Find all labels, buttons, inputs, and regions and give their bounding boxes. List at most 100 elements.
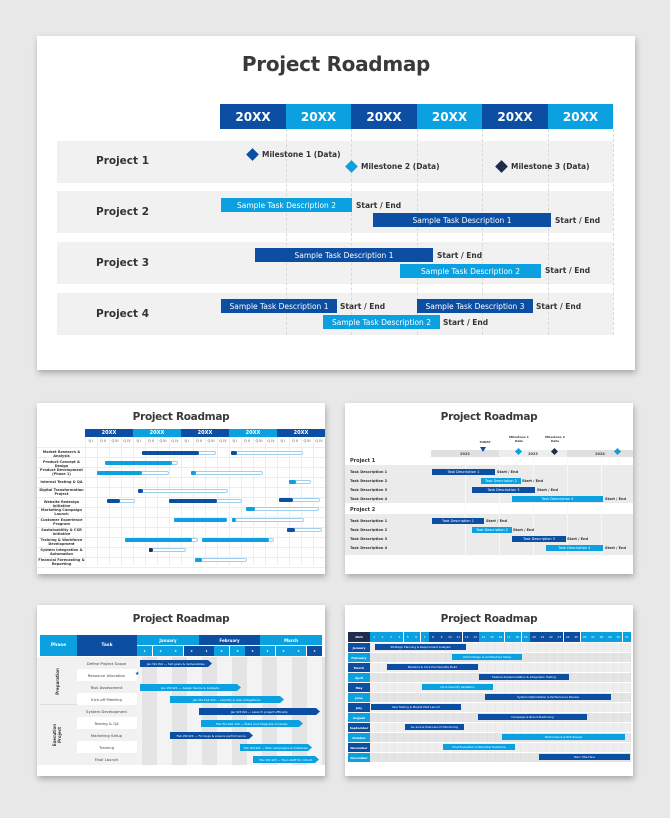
task-bar[interactable]: Task Description 3 (512, 536, 566, 542)
task-arrow[interactable]: Jan W1-Feb W3 — Identify & plan mitigati… (170, 696, 284, 703)
slide-title: Project Roadmap (241, 52, 431, 76)
slide-yearly-roadmap[interactable]: Project Roadmap 2022 2023 2024 TODAY Mil… (345, 403, 633, 574)
milestone[interactable]: Milestone 1 (Data) (246, 148, 341, 161)
task-bar[interactable]: Strategic Planning & Requirement Analysi… (375, 644, 466, 650)
progress-bar[interactable] (202, 538, 269, 542)
task-bar[interactable]: Go-Live & Post-Launch Monitoring (405, 724, 464, 730)
progress-bar[interactable] (232, 518, 236, 522)
day-header: 15 (487, 632, 497, 642)
year-header: 20XX (351, 104, 417, 129)
row-label: Training & Workforce Development (40, 538, 83, 546)
task-name: Kick-off Meeting (91, 697, 122, 702)
slide-project-roadmap-years[interactable]: Project Roadmap 20XX 20XX 20XX 20XX 20XX… (37, 36, 635, 370)
task-bar[interactable]: Main Title Here (539, 754, 630, 760)
grid-line (286, 129, 287, 335)
row-label: Product Concept & Design (42, 460, 81, 468)
progress-bar[interactable] (142, 451, 199, 455)
week-header: 3 (230, 646, 245, 656)
task-bar[interactable]: Task Description 4 (512, 496, 603, 502)
progress-bar[interactable] (138, 489, 143, 493)
progress-bar[interactable] (107, 499, 120, 503)
grid-line (351, 129, 352, 335)
task-bar[interactable]: QA & Security Validation (422, 684, 493, 690)
progress-bar[interactable] (169, 499, 217, 503)
task-bar[interactable]: Backend & Core Functionality Build (387, 664, 478, 670)
year-header: 20XX (548, 104, 613, 129)
row-divider (37, 447, 325, 448)
row-divider (37, 517, 325, 518)
task-bar[interactable]: Final Evaluation & Next-Year Roadmap (443, 744, 515, 750)
task-bar[interactable]: Sample Task Description 1 (255, 248, 433, 262)
task-bar[interactable]: Task Description 4 (546, 545, 603, 551)
start-end-label: Start / End (497, 470, 519, 474)
project-label: Project 2 (96, 206, 150, 218)
task-bar[interactable]: Sample Task Description 1 (373, 213, 551, 227)
progress-bar[interactable] (191, 471, 196, 475)
task-bar[interactable]: Task Description 1 (432, 469, 495, 475)
milestone[interactable]: Milestone 2 (Data) (345, 160, 440, 173)
year-header: 20XX (417, 104, 482, 129)
task-bar[interactable]: User Testing & Market Pilot Launch (371, 704, 461, 710)
day-header: 25 (572, 632, 581, 642)
task-bar[interactable]: Sample Task Description 2 (323, 315, 440, 329)
year-header: 20XX (220, 104, 286, 129)
progress-bar[interactable] (231, 451, 237, 455)
task-arrow[interactable]: Feb W2-W4 — Fix bugs & ensure performanc… (170, 732, 253, 739)
grid-line (157, 437, 158, 565)
task-arrow[interactable]: Jan W2-W4 — Assign teams & budgets. (140, 684, 241, 691)
task-bar[interactable]: Campaign & Brand Positioning (478, 714, 587, 720)
day-header: 20 (529, 632, 539, 642)
day-header: 18 (513, 632, 522, 642)
task-arrow[interactable]: Feb W3-W4 — Plan campaigns & materials. (240, 744, 312, 751)
task-arrow[interactable]: Mar W1-W3 — Train staff for rollout. (253, 756, 319, 763)
today-marker-icon (480, 447, 486, 452)
task-arrow[interactable]: Jan W1-W4 — Set goals & deliverables. (140, 660, 212, 667)
slide-monthly-roadmap[interactable]: Project Roadmap 2024 1 2 3 4 5 6 7 8 9 10 11 12 13 14… (345, 605, 633, 776)
row-divider (37, 477, 325, 478)
day-header: 13 (471, 632, 480, 642)
task-bar[interactable]: Sample Task Description 2 (400, 264, 541, 278)
progress-bar[interactable] (289, 480, 296, 484)
task-bar[interactable]: Sample Task Description 1 (221, 299, 337, 313)
month-label: August (348, 713, 370, 722)
row-label: Market Research & Analysis (42, 450, 81, 458)
task-bar[interactable]: Feature Implementation & Integration Tes… (479, 674, 569, 680)
progress-bar[interactable] (97, 471, 142, 475)
progress-bar[interactable] (149, 548, 153, 552)
task-bar[interactable]: Task Description 2 (481, 478, 521, 484)
progress-bar[interactable] (287, 528, 295, 532)
milestone[interactable]: Milestone 3 (Data) (495, 160, 590, 173)
quarter-label: Q II (148, 439, 154, 443)
task-arrow[interactable]: Feb W1-Mar W4 — Build and integrate modu… (201, 720, 303, 727)
week-header: 2 (153, 646, 168, 656)
milestone-label: Milestone 2 (Data) (361, 162, 440, 171)
start-end-label: Start / End (605, 546, 627, 550)
task-arrow[interactable]: Jan W3-W4 — Launch project officially. (199, 708, 320, 715)
start-end-label: Start / End (443, 318, 489, 327)
month-header: February (199, 635, 260, 645)
task-bar[interactable]: Task Description 3 (472, 487, 535, 493)
progress-bar[interactable] (195, 558, 202, 562)
progress-bar[interactable] (125, 538, 192, 542)
task-bar[interactable]: Sample Task Description 2 (221, 198, 352, 212)
quarter-label: Q IV (315, 439, 323, 443)
progress-bar[interactable] (246, 507, 255, 511)
start-end-label: Start / End (356, 201, 402, 210)
task-bar[interactable]: System Optimization & Performance Review (485, 694, 611, 700)
slide-quarterly-roadmap[interactable]: Project Roadmap 20XX 20XX 20XX 20XX 20XX… (37, 403, 325, 574)
task-bar[interactable]: UX/UI Design & Architecture Setup (452, 654, 522, 660)
task-bar[interactable]: Task Description 2 (472, 527, 512, 533)
week-header: 2 (214, 646, 229, 656)
progress-bar[interactable] (174, 518, 227, 522)
grid-line (533, 457, 534, 555)
slide-weekly-roadmap[interactable]: Project Roadmap Phase Task January Febru… (37, 605, 325, 776)
task-bar[interactable]: Task Description 1 (432, 518, 484, 524)
task-bar[interactable]: Performance & ROI Review (502, 734, 625, 740)
progress-track (232, 518, 304, 522)
month-label: June (348, 693, 370, 702)
progress-bar[interactable] (105, 461, 172, 465)
task-bar[interactable]: Sample Task Description 3 (417, 299, 533, 313)
row-label: Internal Testing & QA (40, 480, 83, 484)
progress-bar[interactable] (279, 498, 293, 502)
day-header: 12 (462, 632, 471, 642)
